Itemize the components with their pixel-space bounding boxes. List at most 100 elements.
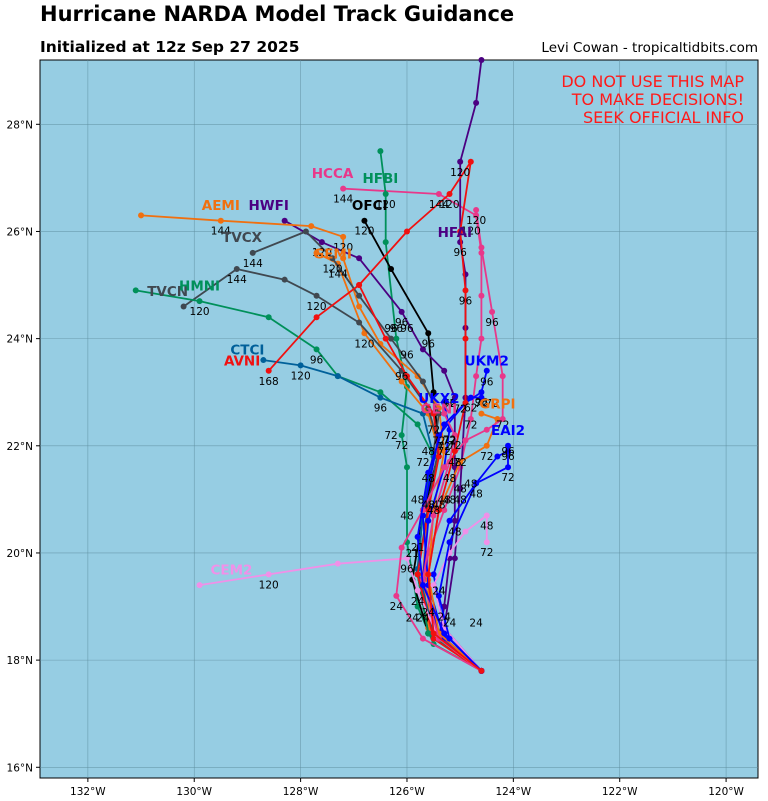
hour-label: 72 [416,457,429,469]
hour-label: 48 [438,494,451,506]
track-point [473,207,480,214]
track-point [217,217,224,224]
model-label-ctci: CTCI [230,343,264,359]
hour-label: 120 [291,370,311,382]
track-point [451,555,458,562]
track-point [419,635,426,642]
hour-label: 96 [400,323,414,335]
track-point [446,635,453,642]
track-point [419,346,426,353]
hour-label: 48 [443,494,456,506]
track-point [398,308,405,315]
hour-label: 96 [395,371,409,383]
track-point [361,330,368,337]
track-point [478,394,485,401]
hour-label: 96 [443,398,457,410]
hour-label: 21 [411,542,424,554]
hour-label: 48 [448,457,461,469]
track-point [483,539,490,546]
hour-label: 72 [443,435,456,447]
model-label-ofci: OFCI [352,198,388,214]
hour-label: 72 [496,419,509,431]
track-point [462,528,469,535]
tick-label-lon: 132°W [70,786,106,798]
hour-label: 48 [427,505,440,517]
track-point [435,190,442,197]
track-point [441,399,448,406]
track-point [393,592,400,599]
track-point [467,394,474,401]
hour-label: 120 [461,226,481,238]
tick-label-lon: 120°W [708,786,744,798]
track-point [334,560,341,567]
track-point [430,512,437,519]
track-point [356,255,363,262]
hour-label: 96 [384,323,398,335]
model-label-aemi: AEMI [202,198,240,214]
track-point [457,458,464,465]
tick-label-lon: 122°W [602,786,638,798]
track-point [419,410,426,417]
track-point [398,432,405,439]
track-point [403,373,410,380]
track-point [260,357,267,364]
model-label-hfai: HFAI [438,225,472,241]
track-point [478,667,485,674]
tick-label-lon: 128°W [283,786,319,798]
hour-label: 96 [501,446,515,458]
track-point [249,249,256,256]
hour-label: 120 [354,226,374,238]
track-point [377,394,384,401]
track-point [265,367,272,374]
hour-label: 96 [374,403,388,415]
track-point [138,212,145,219]
track-point [403,555,410,562]
hour-label: 96 [485,317,499,329]
tick-label-lon: 126°W [389,786,425,798]
track-point [361,217,368,224]
track-point [419,378,426,385]
track-point [451,517,458,524]
track-point [430,571,437,578]
track-point [478,57,485,63]
hour-label: 48 [400,510,413,522]
track-point [425,517,432,524]
track-point [265,314,272,321]
tick-label-lat: 20°N [7,548,33,560]
track-point [425,330,432,337]
track-point [382,335,389,342]
track-point [441,367,448,374]
track-point [478,244,485,251]
warning-line: TO MAKE DECISIONS! [571,90,744,109]
track-point [388,335,395,342]
hour-label: 72 [475,398,488,410]
tick-label-lat: 18°N [7,655,33,667]
track-point [398,378,405,385]
track-point [435,410,442,417]
track-point [382,239,389,246]
track-point [430,389,437,396]
hour-label: 120 [307,301,327,313]
track-point [430,635,437,642]
track-point [403,464,410,471]
track-point [425,507,432,514]
hour-label: 72 [395,440,408,452]
track-point [196,582,203,589]
track-point [435,507,442,514]
track-point [462,437,469,444]
hour-label: 72 [480,547,493,559]
track-point [483,367,490,374]
tick-label-lat: 22°N [7,441,33,453]
track-point [441,421,448,428]
track-point [499,416,506,422]
model-label-hwfi: HWFI [248,198,288,214]
track-point [478,292,485,299]
track-point [457,228,464,235]
warning-line: DO NOT USE THIS MAP [561,72,744,91]
track-point [478,410,485,417]
track-redlong [356,158,485,674]
track-point [499,373,506,380]
track-point [334,373,341,380]
